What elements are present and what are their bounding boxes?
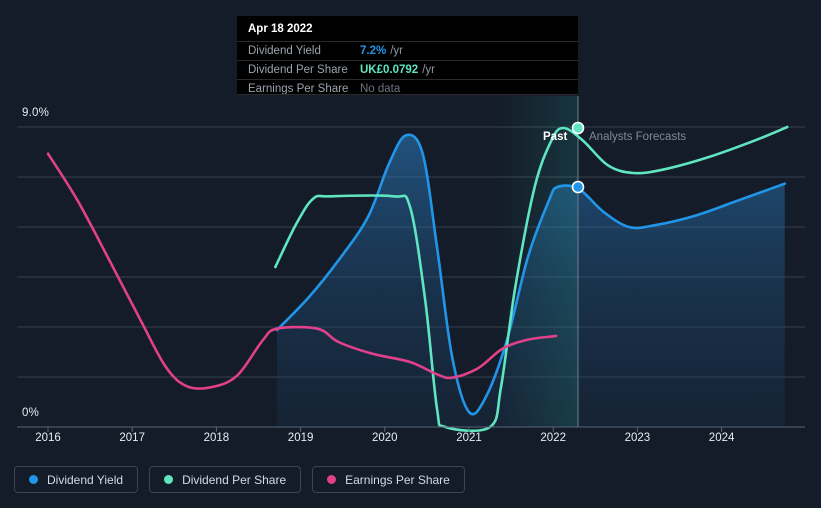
x-axis-label-2019: 2019 bbox=[287, 432, 314, 444]
legend-dot-icon-dividend-yield bbox=[29, 475, 38, 484]
tooltip-date: Apr 18 2022 bbox=[248, 23, 313, 35]
tooltip-row-dividend-per-share: Dividend Per Share UK£0.0792 /yr bbox=[237, 60, 578, 79]
x-axis-label-2017: 2017 bbox=[119, 432, 145, 444]
hover-tooltip: Apr 18 2022 Dividend Yield 7.2% /yr Divi… bbox=[237, 16, 578, 95]
series-line-earnings-per-share bbox=[46, 152, 558, 390]
legend-item-dividend-per-share[interactable]: Dividend Per Share bbox=[149, 466, 302, 493]
x-axis-label-2020: 2020 bbox=[372, 432, 398, 444]
tooltip-bottom-divider bbox=[237, 94, 578, 95]
tooltip-row-earnings-per-share: Earnings Per Share No data bbox=[237, 79, 578, 98]
x-axis-label-2016: 2016 bbox=[35, 432, 61, 444]
tooltip-label-earnings-per-share: Earnings Per Share bbox=[248, 83, 349, 95]
legend-label-dividend-per-share: Dividend Per Share bbox=[182, 472, 287, 487]
chart-legend: Dividend Yield Dividend Per Share Earnin… bbox=[14, 466, 465, 493]
x-axis-label-2022: 2022 bbox=[540, 432, 566, 444]
legend-label-dividend-yield: Dividend Yield bbox=[47, 472, 124, 487]
tooltip-label-dividend-yield: Dividend Yield bbox=[248, 45, 321, 57]
legend-item-earnings-per-share[interactable]: Earnings Per Share bbox=[312, 466, 465, 493]
tooltip-label-dividend-per-share: Dividend Per Share bbox=[248, 64, 348, 76]
legend-item-dividend-yield[interactable]: Dividend Yield bbox=[14, 466, 139, 493]
tooltip-value-earnings-per-share: No data bbox=[360, 83, 401, 95]
x-axis-label-2018: 2018 bbox=[203, 432, 230, 444]
y-axis-bottom-label: 0% bbox=[22, 407, 40, 419]
legend-label-earnings-per-share: Earnings Per Share bbox=[345, 472, 450, 487]
y-axis-top-label: 9.0% bbox=[22, 107, 50, 119]
series-line-dividend-per-share bbox=[274, 125, 789, 433]
forecast-band-label: Analysts Forecasts bbox=[589, 131, 687, 143]
data-point-marker-dividend-yield[interactable] bbox=[571, 180, 585, 194]
x-axis-label-2023: 2023 bbox=[624, 432, 651, 444]
x-axis-label-2021: 2021 bbox=[456, 432, 482, 444]
tooltip-value-dividend-yield: 7.2% bbox=[360, 45, 387, 57]
past-band-label: Past bbox=[543, 131, 568, 143]
tooltip-value-dividend-per-share: UK£0.0792 bbox=[360, 64, 419, 76]
series-line-dividend-yield bbox=[275, 133, 787, 416]
forecast-transition-band bbox=[494, 96, 578, 427]
tooltip-unit-dividend-yield: /yr bbox=[390, 45, 403, 57]
legend-dot-icon-dividend-per-share bbox=[164, 475, 174, 484]
tooltip-unit-dividend-per-share: /yr bbox=[422, 64, 435, 76]
legend-dot-icon-earnings-per-share bbox=[327, 475, 337, 484]
data-point-marker-dividend-per-share[interactable] bbox=[571, 121, 585, 135]
x-axis-label-2024: 2024 bbox=[708, 432, 735, 444]
tooltip-row-dividend-yield: Dividend Yield 7.2% /yr bbox=[237, 41, 578, 60]
